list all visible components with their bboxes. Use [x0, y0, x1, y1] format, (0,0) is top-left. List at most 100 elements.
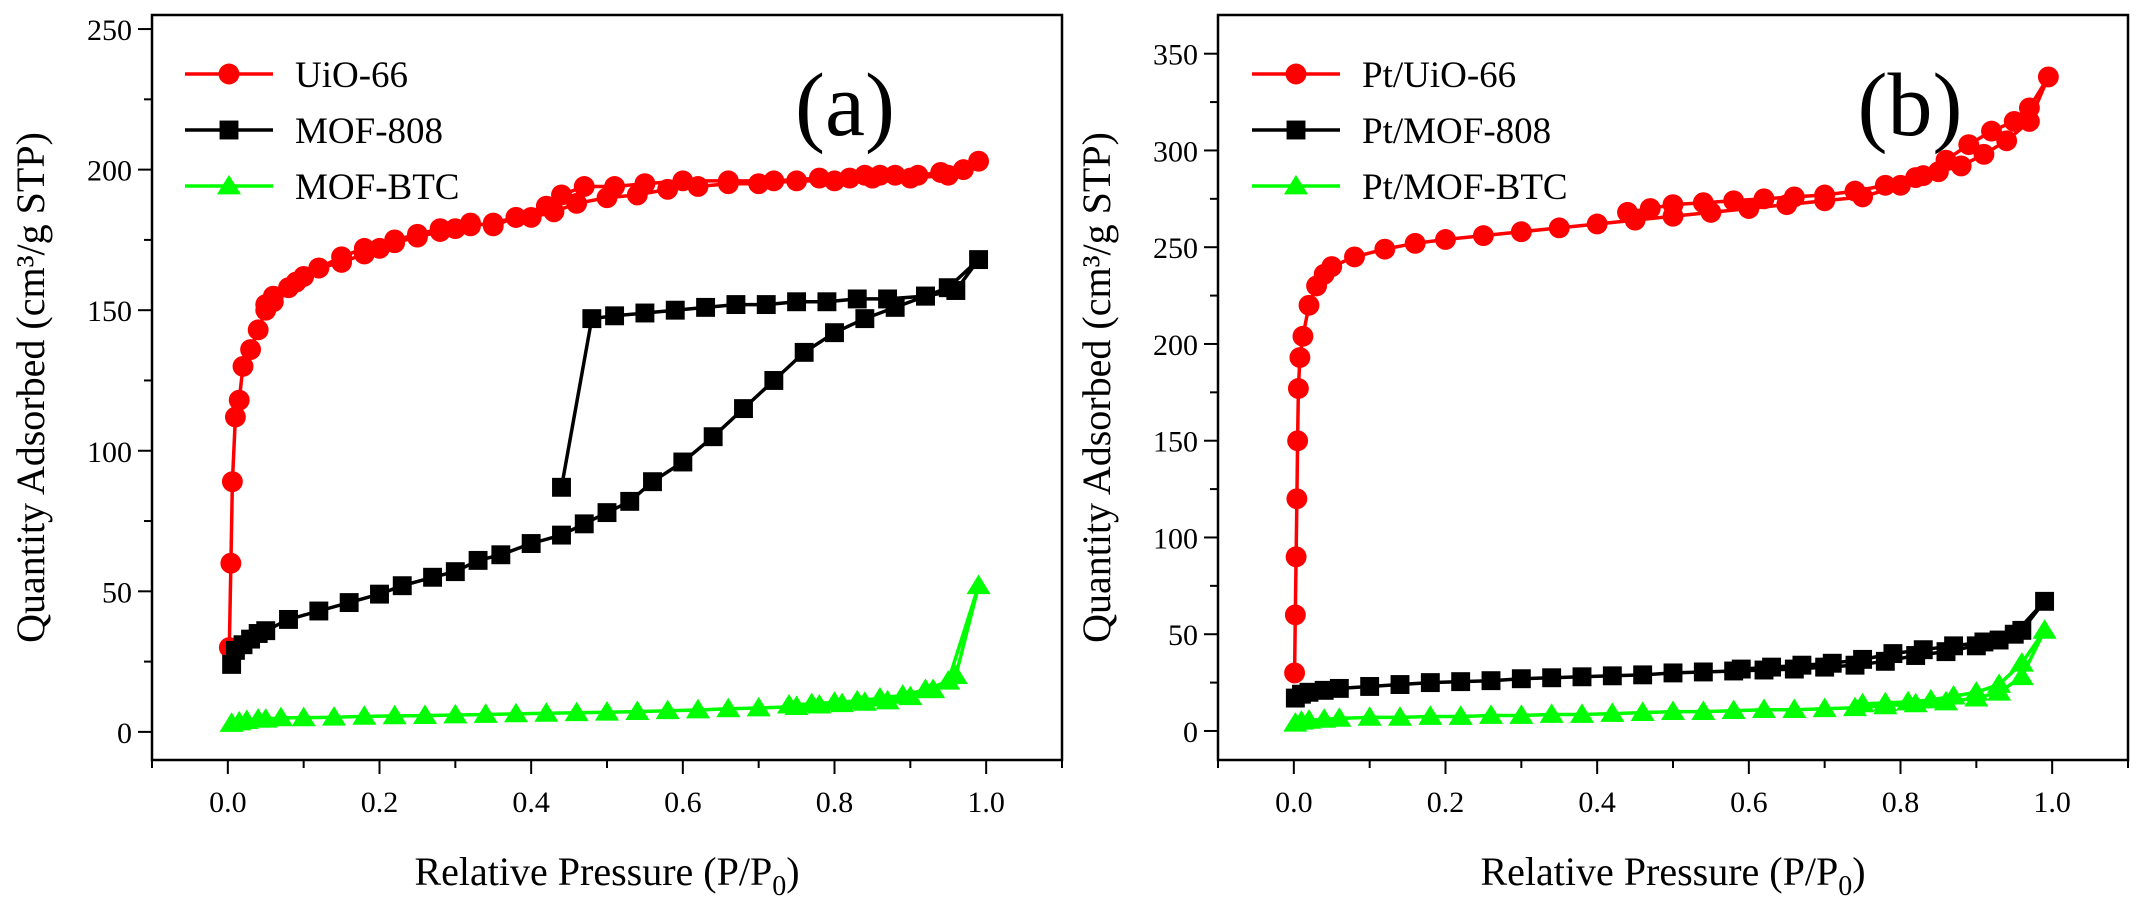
data-point — [1630, 701, 1655, 721]
data-point — [756, 295, 776, 315]
y-tick-label: 300 — [1153, 135, 1198, 168]
panel-label: (b) — [1858, 56, 1963, 155]
data-point — [620, 491, 640, 511]
data-point — [535, 195, 557, 217]
data-point — [847, 289, 867, 309]
data-point — [406, 223, 428, 245]
data-point — [1360, 677, 1380, 696]
data-point — [232, 355, 254, 377]
data-point — [1602, 666, 1622, 686]
data-point — [1905, 167, 1927, 188]
data-point — [574, 514, 594, 534]
data-point — [1451, 672, 1471, 692]
data-point — [1996, 130, 2018, 152]
data-point — [655, 699, 680, 720]
data-point — [643, 472, 662, 492]
data-point — [321, 706, 347, 726]
data-point — [946, 281, 966, 300]
y-tick-label: 150 — [1153, 426, 1198, 459]
data-point — [597, 503, 617, 523]
legend-label: MOF-BTC — [295, 167, 459, 208]
data-point — [786, 170, 808, 192]
x-tick-label: 0.8 — [816, 786, 854, 819]
data-point — [625, 700, 650, 721]
data-point — [2035, 591, 2055, 611]
x-axis-title-main: Relative Pressure (P/P — [1480, 849, 1838, 894]
data-point — [966, 574, 991, 595]
data-point — [1287, 430, 1309, 452]
data-point — [1731, 659, 1751, 679]
data-point — [1989, 630, 2009, 650]
plot-frame — [150, 13, 1064, 762]
data-point — [1572, 667, 1592, 687]
data-point — [220, 552, 242, 574]
legend-marker — [219, 120, 239, 140]
legend-label: UiO-66 — [295, 55, 408, 96]
legend-label: Pt/UiO-66 — [1362, 55, 1516, 96]
data-point — [703, 427, 723, 447]
data-point — [1329, 678, 1349, 698]
legend-marker — [1285, 63, 1307, 85]
data-point — [746, 696, 771, 717]
data-point — [787, 292, 807, 312]
data-point — [634, 173, 656, 195]
data-point — [1510, 221, 1532, 243]
data-point — [716, 697, 741, 718]
data-point — [1633, 665, 1653, 685]
data-point — [1569, 703, 1595, 723]
data-point — [799, 692, 824, 713]
data-point — [1600, 702, 1625, 722]
data-point — [685, 698, 711, 719]
data-point — [1448, 705, 1473, 725]
data-point — [808, 167, 830, 189]
chart-panel-a: 0.0 0.2 0.4 0.6 0.8 1.0 0 50 100 150 200 250 Relativ… — [8, 13, 1064, 902]
data-point — [884, 164, 906, 186]
x-tick-label: 0.0 — [1275, 786, 1313, 819]
y-tick-label: 50 — [102, 576, 132, 609]
data-point — [2018, 110, 2040, 132]
data-point — [1950, 155, 1972, 177]
data-point — [1987, 673, 2012, 693]
legend-marker — [1283, 174, 1309, 195]
data-point — [1617, 201, 1638, 223]
data-point — [869, 164, 891, 186]
data-point — [1663, 663, 1683, 683]
data-point — [505, 206, 527, 228]
data-point — [1850, 692, 1875, 713]
legend-marker — [216, 174, 242, 195]
y-tick-label: 250 — [87, 14, 132, 47]
data-point — [412, 704, 438, 724]
data-point — [1314, 680, 1334, 700]
x-axis-title-close: ) — [786, 849, 799, 894]
x-tick-label: 0.4 — [512, 786, 550, 819]
data-point — [566, 192, 588, 214]
x-tick-label: 0.4 — [1578, 786, 1616, 819]
data-point — [717, 170, 739, 192]
data-point — [1285, 546, 1307, 568]
data-point — [221, 471, 243, 493]
data-point — [1944, 636, 1964, 656]
data-point — [1783, 186, 1805, 208]
data-point — [1812, 697, 1837, 718]
data-point — [1327, 707, 1352, 727]
data-point — [247, 319, 269, 341]
data-point — [240, 339, 262, 360]
data-point — [1542, 668, 1562, 688]
data-point — [1287, 378, 1309, 399]
data-point — [1321, 256, 1343, 277]
data-point — [353, 237, 375, 259]
data-point — [913, 678, 938, 699]
y-tick-label: 250 — [1153, 232, 1198, 265]
data-point — [1692, 192, 1714, 214]
y-tick-label: 100 — [87, 436, 132, 469]
y-tick-label: 0 — [117, 717, 132, 750]
data-point — [825, 323, 844, 343]
series-line — [229, 257, 981, 665]
data-point — [468, 550, 488, 570]
data-point — [916, 286, 935, 306]
data-point — [1896, 690, 1921, 711]
data-point — [1478, 704, 1504, 724]
legend-label: MOF-808 — [295, 111, 443, 152]
y-axis-title: Quantity Adsorbed (cm³/g STP) — [1074, 132, 1119, 643]
